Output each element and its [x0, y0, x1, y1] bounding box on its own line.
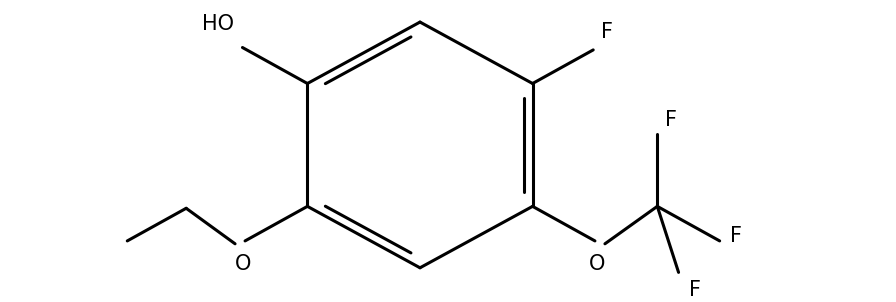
Text: F: F	[666, 110, 677, 130]
Text: F: F	[601, 22, 613, 42]
Text: O: O	[589, 254, 605, 274]
Text: HO: HO	[202, 14, 235, 34]
Text: F: F	[688, 280, 701, 300]
Text: O: O	[235, 254, 251, 274]
Text: F: F	[729, 226, 742, 246]
